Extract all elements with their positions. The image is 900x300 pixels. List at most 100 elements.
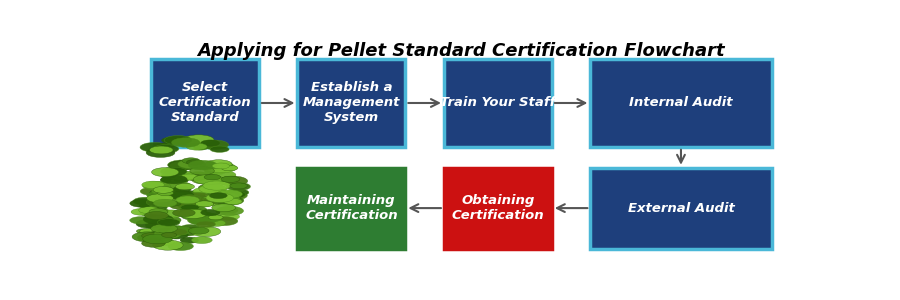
Circle shape bbox=[130, 200, 153, 207]
Circle shape bbox=[166, 226, 189, 234]
Circle shape bbox=[227, 189, 248, 196]
Circle shape bbox=[220, 192, 241, 199]
Circle shape bbox=[138, 234, 162, 242]
Circle shape bbox=[171, 138, 190, 144]
Circle shape bbox=[156, 228, 184, 238]
Circle shape bbox=[139, 200, 152, 205]
Circle shape bbox=[164, 136, 192, 145]
Circle shape bbox=[181, 212, 207, 220]
Circle shape bbox=[209, 171, 236, 179]
Circle shape bbox=[145, 212, 168, 220]
Circle shape bbox=[149, 146, 173, 154]
Circle shape bbox=[158, 216, 181, 224]
FancyBboxPatch shape bbox=[151, 59, 259, 147]
Circle shape bbox=[176, 184, 194, 190]
Circle shape bbox=[194, 175, 223, 184]
Circle shape bbox=[211, 217, 238, 226]
Text: External Audit: External Audit bbox=[627, 202, 734, 214]
Circle shape bbox=[178, 191, 205, 200]
Circle shape bbox=[212, 163, 230, 169]
Circle shape bbox=[202, 166, 221, 172]
Circle shape bbox=[153, 145, 179, 153]
Circle shape bbox=[202, 196, 218, 202]
Circle shape bbox=[190, 167, 214, 175]
Circle shape bbox=[187, 215, 216, 225]
Circle shape bbox=[164, 192, 181, 198]
Circle shape bbox=[136, 219, 163, 228]
Circle shape bbox=[176, 196, 200, 204]
Circle shape bbox=[194, 146, 208, 150]
Circle shape bbox=[212, 204, 236, 212]
Circle shape bbox=[162, 137, 180, 143]
Circle shape bbox=[193, 213, 222, 223]
Circle shape bbox=[222, 190, 246, 198]
Circle shape bbox=[224, 199, 242, 205]
Circle shape bbox=[159, 218, 174, 222]
Circle shape bbox=[187, 227, 202, 232]
Circle shape bbox=[143, 234, 172, 244]
Circle shape bbox=[151, 189, 167, 194]
Circle shape bbox=[169, 161, 197, 170]
Circle shape bbox=[205, 220, 226, 226]
Circle shape bbox=[189, 216, 216, 225]
Circle shape bbox=[161, 175, 187, 184]
Circle shape bbox=[133, 197, 157, 205]
Circle shape bbox=[184, 135, 214, 145]
Circle shape bbox=[198, 184, 224, 192]
Circle shape bbox=[146, 220, 175, 230]
Circle shape bbox=[179, 209, 207, 218]
Circle shape bbox=[202, 143, 218, 148]
Circle shape bbox=[216, 206, 244, 215]
Circle shape bbox=[214, 178, 233, 184]
FancyBboxPatch shape bbox=[297, 59, 406, 147]
Circle shape bbox=[196, 221, 215, 227]
Circle shape bbox=[130, 217, 152, 224]
Circle shape bbox=[183, 162, 205, 169]
Circle shape bbox=[158, 219, 180, 226]
Circle shape bbox=[180, 174, 198, 180]
Circle shape bbox=[146, 198, 174, 207]
Circle shape bbox=[171, 178, 188, 184]
Circle shape bbox=[195, 201, 213, 207]
Circle shape bbox=[180, 206, 207, 214]
Circle shape bbox=[184, 198, 199, 203]
Circle shape bbox=[199, 184, 227, 194]
Circle shape bbox=[186, 160, 203, 165]
Circle shape bbox=[158, 210, 183, 218]
Circle shape bbox=[158, 228, 175, 233]
Circle shape bbox=[160, 167, 187, 176]
FancyBboxPatch shape bbox=[590, 168, 771, 248]
Circle shape bbox=[141, 239, 166, 247]
Circle shape bbox=[164, 169, 184, 176]
Circle shape bbox=[180, 237, 199, 243]
Text: Establish a
Management
System: Establish a Management System bbox=[302, 82, 400, 124]
Circle shape bbox=[168, 242, 194, 250]
Circle shape bbox=[179, 195, 201, 202]
Text: Internal Audit: Internal Audit bbox=[629, 97, 733, 110]
FancyBboxPatch shape bbox=[444, 59, 552, 147]
Circle shape bbox=[142, 181, 165, 189]
Circle shape bbox=[148, 208, 168, 215]
Circle shape bbox=[154, 239, 175, 246]
Circle shape bbox=[147, 204, 167, 211]
Circle shape bbox=[167, 229, 188, 236]
Circle shape bbox=[143, 214, 174, 224]
Circle shape bbox=[207, 190, 229, 197]
Circle shape bbox=[166, 171, 195, 180]
Circle shape bbox=[203, 196, 227, 204]
FancyBboxPatch shape bbox=[444, 168, 552, 248]
Circle shape bbox=[146, 148, 175, 158]
Text: Train Your Staff: Train Your Staff bbox=[440, 97, 555, 110]
Circle shape bbox=[173, 186, 191, 192]
Circle shape bbox=[158, 190, 174, 196]
Circle shape bbox=[137, 229, 150, 234]
Circle shape bbox=[210, 146, 230, 152]
Circle shape bbox=[140, 229, 157, 234]
Circle shape bbox=[154, 230, 181, 239]
Circle shape bbox=[164, 231, 188, 239]
Circle shape bbox=[166, 226, 186, 232]
Circle shape bbox=[183, 172, 209, 181]
FancyBboxPatch shape bbox=[297, 168, 406, 248]
FancyBboxPatch shape bbox=[590, 59, 771, 147]
Circle shape bbox=[221, 176, 240, 182]
